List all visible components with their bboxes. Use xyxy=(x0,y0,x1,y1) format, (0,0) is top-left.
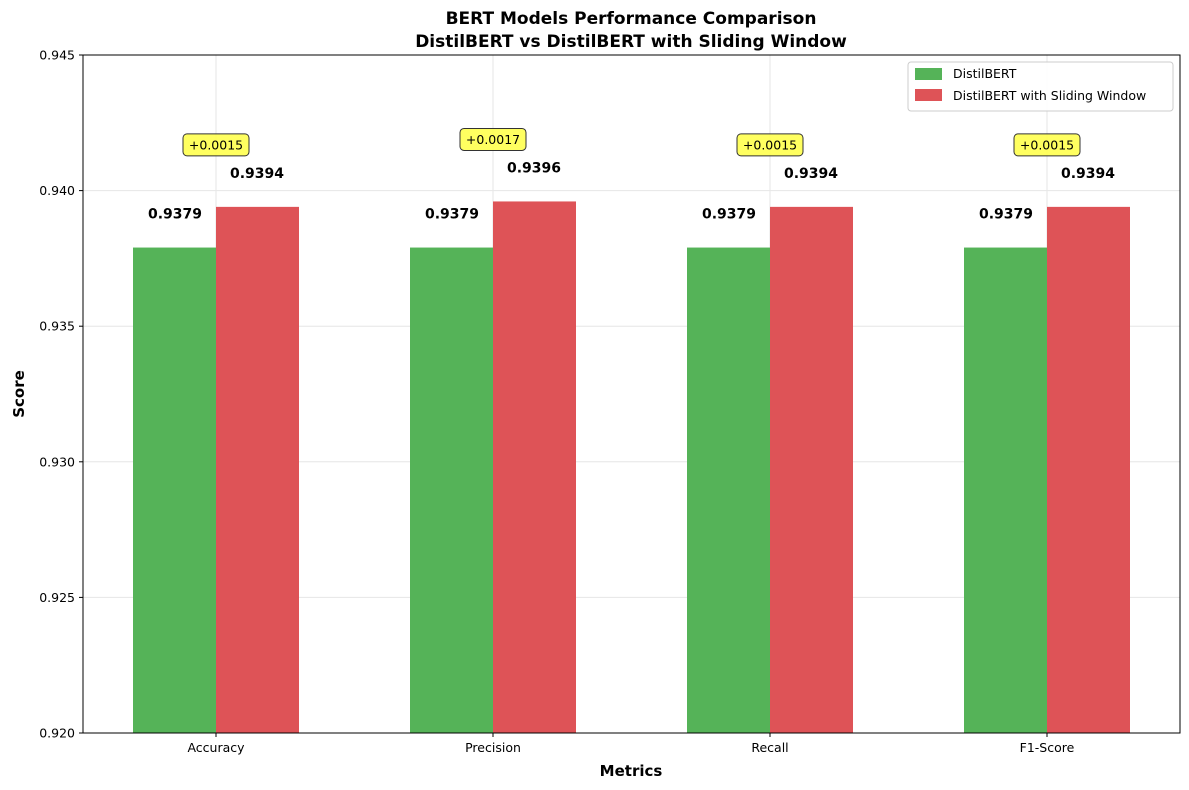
value-label-1-0: 0.9394 xyxy=(230,166,284,182)
bars xyxy=(133,201,1130,733)
legend-frame xyxy=(907,61,1174,112)
bar-distilbert-recall xyxy=(687,247,770,733)
bar-distilbert-accuracy xyxy=(133,247,216,733)
legend: DistilBERT DistilBERT with Sliding Windo… xyxy=(907,61,1174,112)
difference-label-2: +0.0015 xyxy=(743,137,797,152)
chart-subtitle: DistilBERT vs DistilBERT with Sliding Wi… xyxy=(415,32,847,52)
legend-label-sliding-window: DistilBERT with Sliding Window xyxy=(953,88,1146,103)
legend-swatch-distilbert xyxy=(915,68,942,80)
difference-badge-2 xyxy=(736,133,804,157)
x-tick-label-accuracy: Accuracy xyxy=(187,740,245,755)
bar-sliding-window-precision xyxy=(493,201,576,733)
x-tick-label-precision: Precision xyxy=(465,740,521,755)
value-label-1-2: 0.9394 xyxy=(784,166,838,182)
value-label-0-0: 0.9379 xyxy=(148,207,202,223)
bar-distilbert-precision xyxy=(410,247,493,733)
value-label-0-3: 0.9379 xyxy=(979,207,1033,223)
difference-badge-0 xyxy=(182,133,250,157)
value-labels: 0.9379 0.9379 0.9379 0.9379 0.9394 0.9396 0.93… xyxy=(148,127,1115,223)
bar-sliding-window-recall xyxy=(770,206,853,733)
y-tick-label-3: 0.935 xyxy=(39,319,75,334)
legend-swatch-sliding-window xyxy=(915,89,942,101)
bar-sliding-window-accuracy xyxy=(216,206,299,733)
bar-distilbert-f1-score xyxy=(964,247,1047,733)
y-tick-label-4: 0.940 xyxy=(39,183,75,198)
y-tick-label-0: 0.920 xyxy=(39,726,75,741)
chart-title: BERT Models Performance Comparison xyxy=(446,9,817,29)
value-label-1-1: 0.9396 xyxy=(507,160,561,176)
x-tick-label-recall: Recall xyxy=(751,740,788,755)
x-axis-label: Metrics xyxy=(600,762,663,780)
plot-frame xyxy=(82,54,1181,734)
y-tick-label-2: 0.930 xyxy=(39,454,75,469)
bar-sliding-window-f1-score xyxy=(1047,206,1130,733)
legend-label-distilbert: DistilBERT xyxy=(953,66,1017,81)
ticks: 0.920 0.925 0.930 0.935 0.940 0.945 Accuracy Pr… xyxy=(39,48,1074,756)
value-label-1-3: 0.9394 xyxy=(1061,166,1115,182)
difference-label-1: +0.0017 xyxy=(466,132,520,147)
y-axis-label: Score xyxy=(10,370,28,418)
difference-label-0: +0.0015 xyxy=(189,137,243,152)
y-tick-label-5: 0.945 xyxy=(39,48,75,63)
difference-badge-1 xyxy=(459,127,527,151)
difference-label-3: +0.0015 xyxy=(1020,137,1074,152)
difference-badge-3 xyxy=(1013,133,1081,157)
value-label-0-2: 0.9379 xyxy=(702,207,756,223)
value-label-0-1: 0.9379 xyxy=(425,207,479,223)
x-tick-label-f1-score: F1-Score xyxy=(1020,740,1075,755)
y-tick-label-1: 0.925 xyxy=(39,590,75,605)
